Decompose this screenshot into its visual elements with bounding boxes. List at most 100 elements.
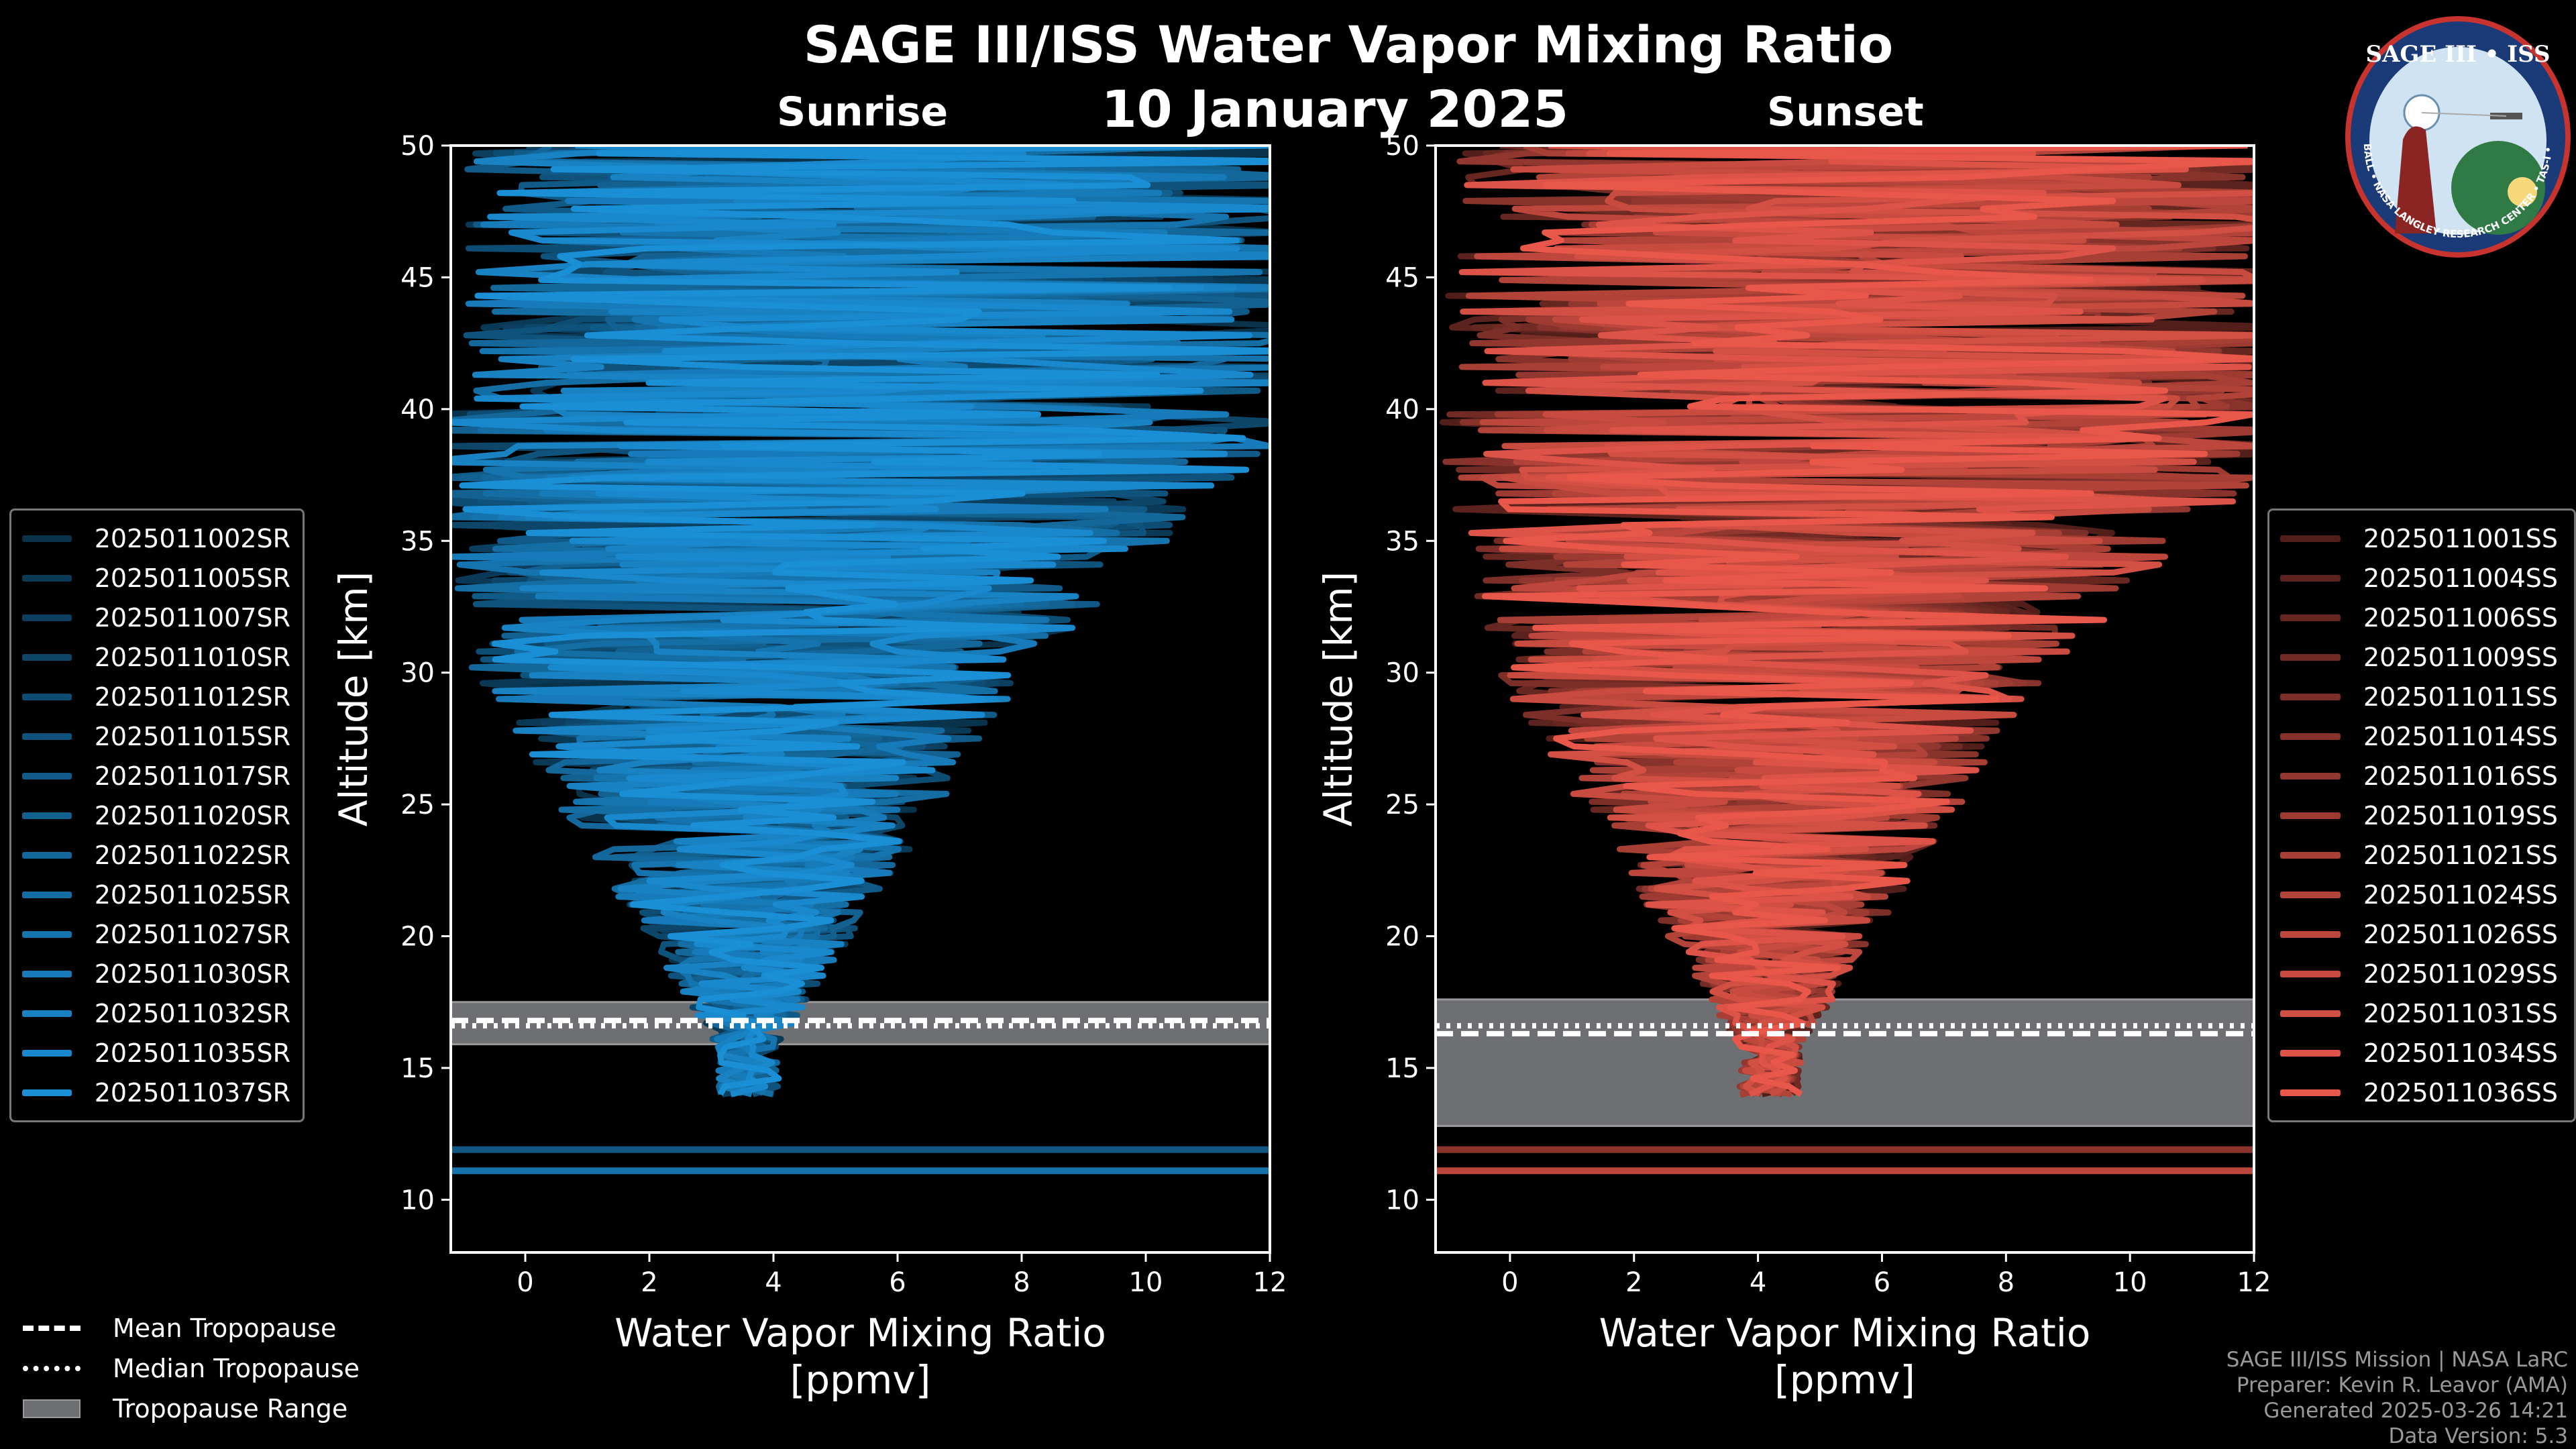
legend-label: 2025011021SS xyxy=(2363,840,2559,870)
legend-label: 2025011011SS xyxy=(2363,682,2559,712)
legend-mean-label: Mean Tropopause xyxy=(113,1313,337,1343)
legend-item: 2025011022SR xyxy=(22,835,290,875)
legend-item: 2025011012SR xyxy=(22,677,290,716)
sunrise-plot: 0 2 4 6 8 10 12 10 15 20 25 30 35 40 45 50 Water Vapor M… xyxy=(331,131,1287,1403)
y-tick-label: 50 xyxy=(1385,131,1419,162)
legend-swatch xyxy=(2280,772,2341,780)
credit-preparer: Preparer: Kevin R. Leavor (AMA) xyxy=(2236,1373,2568,1397)
legend-label: 2025011029SS xyxy=(2363,959,2559,989)
x-tick-label: 2 xyxy=(1625,1267,1642,1298)
profile-line-2025011030SR xyxy=(451,146,1270,1097)
legend-label: 2025011031SS xyxy=(2363,998,2559,1028)
legend-swatch xyxy=(22,772,72,780)
y-tick-label: 20 xyxy=(400,922,435,953)
y-tick-label: 10 xyxy=(400,1185,435,1216)
legend-item: 2025011031SS xyxy=(2280,994,2562,1033)
sunset-panel-label: Sunset xyxy=(1767,89,1924,136)
legend-item: 2025011005SR xyxy=(22,558,290,598)
x-tick-label: 10 xyxy=(2113,1267,2147,1298)
legend-label: 2025011006SS xyxy=(2363,602,2559,633)
x-tick-label: 4 xyxy=(1750,1267,1766,1298)
legend-swatch xyxy=(2280,1049,2341,1057)
y-tick-label: 50 xyxy=(400,131,435,162)
legend-item: 2025011034SS xyxy=(2280,1033,2562,1073)
legend-item: 2025011029SS xyxy=(2280,954,2562,994)
legend-item: 2025011006SS xyxy=(2280,598,2562,637)
legend-swatch xyxy=(2280,930,2341,938)
sunset-legend: 2025011001SS 2025011004SS 2025011006SS 2025… xyxy=(2267,508,2576,1122)
profile-lines xyxy=(1436,146,2254,1175)
legend-label: 2025011014SS xyxy=(2363,721,2559,751)
x-tick-label: 4 xyxy=(765,1267,782,1298)
x-tick-label: 0 xyxy=(1501,1267,1518,1298)
credit-generated: Generated 2025-03-26 14:21 xyxy=(2263,1399,2568,1423)
credit-mission: SAGE III/ISS Mission | NASA LaRC xyxy=(2226,1348,2568,1372)
profile-line-2025011037SR xyxy=(459,146,1270,1096)
credits-block: SAGE III/ISS Mission | NASA LaRC Prepare… xyxy=(2226,1347,2568,1449)
legend-label: 2025011027SR xyxy=(94,919,290,949)
legend-label: 2025011001SS xyxy=(2363,523,2559,553)
legend-label: 2025011037SR xyxy=(94,1077,290,1108)
y-tick-label: 20 xyxy=(1385,922,1419,953)
legend-label: 2025011036SS xyxy=(2363,1077,2559,1108)
y-tick-label: 35 xyxy=(400,526,435,557)
legend-swatch xyxy=(22,574,72,582)
x-tick-label: 2 xyxy=(641,1267,657,1298)
legend-label: 2025011020SR xyxy=(94,800,290,830)
legend-item: 2025011011SS xyxy=(2280,677,2562,716)
legend-label: 2025011010SR xyxy=(94,642,290,672)
legend-label: 2025011034SS xyxy=(2363,1038,2559,1068)
legend-item: 2025011030SR xyxy=(22,954,290,994)
legend-swatch xyxy=(2280,614,2341,621)
legend-item: 2025011037SR xyxy=(22,1073,290,1112)
legend-label: 2025011026SS xyxy=(2363,919,2559,949)
y-tick-label: 15 xyxy=(400,1053,435,1084)
legend-label: 2025011005SR xyxy=(94,563,290,593)
legend-label: 2025011022SR xyxy=(94,840,290,870)
legend-item: 2025011004SS xyxy=(2280,558,2562,598)
legend-item: 2025011009SS xyxy=(2280,637,2562,677)
legend-swatch xyxy=(2280,1010,2341,1017)
x-tick-label: 8 xyxy=(1013,1267,1030,1298)
x-tick-label: 6 xyxy=(889,1267,906,1298)
legend-swatch xyxy=(2280,970,2341,977)
legend-swatch xyxy=(22,1089,72,1096)
legend-swatch xyxy=(2280,535,2341,542)
legend-tropopause-range: Tropopause Range xyxy=(23,1389,360,1429)
legend-item: 2025011020SR xyxy=(22,796,290,835)
legend-range-label: Tropopause Range xyxy=(113,1394,348,1424)
sage-mission-logo: SAGE III • ISS BALL • NASA LANGLEY RESEA… xyxy=(2343,12,2571,258)
tropopause-range-band xyxy=(1434,998,2255,1127)
legend-swatch xyxy=(2280,812,2341,819)
legend-item: 2025011001SS xyxy=(2280,519,2562,558)
scholar-figure-icon xyxy=(2395,126,2436,233)
sunrise-legend: 2025011002SR 2025011005SR 2025011007SR 2025… xyxy=(9,508,305,1122)
gray-range-icon xyxy=(23,1399,80,1418)
y-tick-label: 10 xyxy=(1385,1185,1419,1216)
legend-item: 2025011021SS xyxy=(2280,835,2562,875)
y-tick-label: 15 xyxy=(1385,1053,1419,1084)
profile-line-2025011035SR xyxy=(451,146,1270,1097)
dotted-line-icon xyxy=(23,1366,80,1371)
earth-icon xyxy=(2451,141,2545,235)
x-tick-label: 10 xyxy=(1129,1267,1163,1298)
y-tick-label: 25 xyxy=(1385,790,1419,820)
y-tick-label: 40 xyxy=(1385,394,1419,425)
legend-swatch xyxy=(2280,653,2341,661)
legend-median-tropopause: Median Tropopause xyxy=(23,1348,360,1389)
legend-swatch xyxy=(2280,693,2341,700)
x-tick-label: 8 xyxy=(1998,1267,2015,1298)
legend-label: 2025011004SS xyxy=(2363,563,2559,593)
profile-lines xyxy=(451,146,1270,1175)
legend-swatch xyxy=(2280,891,2341,898)
y-tick-label: 30 xyxy=(400,658,435,689)
x-tick-label: 12 xyxy=(2237,1267,2271,1298)
legend-swatch xyxy=(2280,574,2341,582)
x-tick-label: 6 xyxy=(1874,1267,1890,1298)
legend-item: 2025011002SR xyxy=(22,519,290,558)
legend-swatch xyxy=(22,851,72,859)
legend-swatch xyxy=(22,891,72,898)
sunrise-panel-label: Sunrise xyxy=(777,89,949,136)
legend-median-label: Median Tropopause xyxy=(113,1354,360,1383)
